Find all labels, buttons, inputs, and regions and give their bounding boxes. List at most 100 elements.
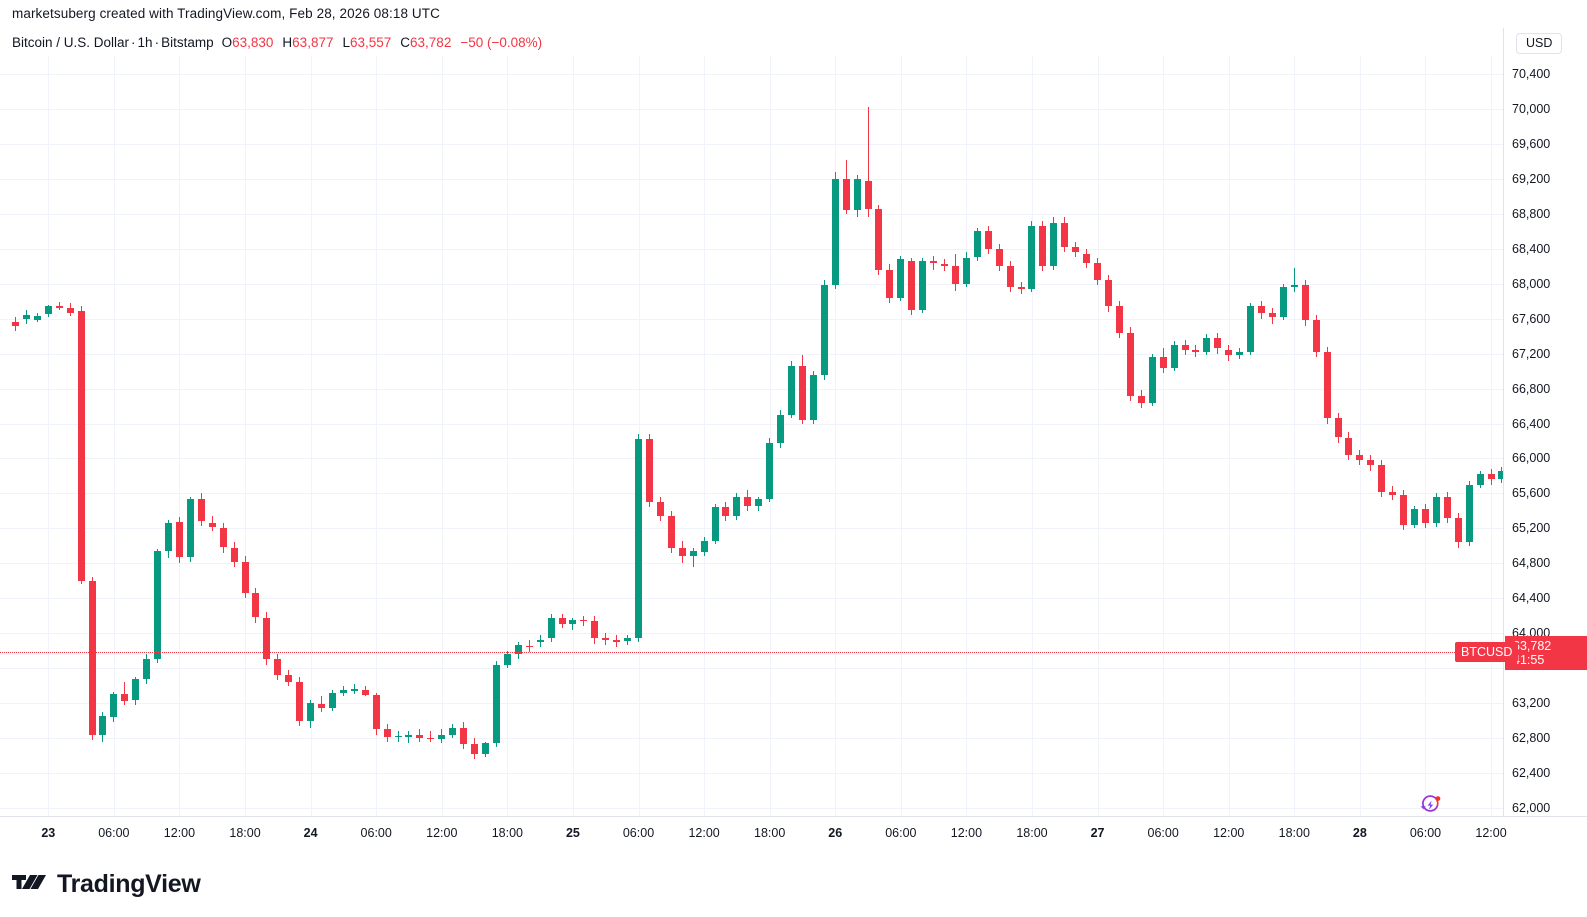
candle-body [372,695,380,730]
time-axis-label: 18:00 [491,826,523,840]
price-axis-label: 65,200 [1512,521,1551,536]
gridline-vertical [245,56,247,816]
candle-body [831,178,839,286]
legend-high: H63,877 [282,35,333,50]
legend-separator-2: · [154,34,160,50]
time-axis-label: 18:00 [1278,826,1310,840]
gridline-vertical [1294,56,1296,816]
candle-body [1432,496,1440,524]
candle-body [252,593,260,618]
time-axis-label: 23 [41,826,56,840]
gridline-vertical [572,56,574,816]
legend-close-value: 63,782 [410,34,452,50]
candle-body [1487,474,1495,480]
gridline-horizontal [0,668,1503,670]
candle-body [1367,460,1375,466]
currency-badge[interactable]: USD [1516,33,1563,54]
candle-body [1126,332,1134,396]
price-axis[interactable]: USD 70,400 70,000 69,600 69,200 68,800 68,400… [1503,28,1587,816]
candle-body [1039,226,1047,267]
candle-wick [692,547,694,567]
time-axis-label: 27 [1090,826,1105,840]
candle-body [1334,418,1342,438]
time-axis-label: 12:00 [1475,826,1507,840]
gridline-horizontal [0,178,1503,180]
gridline-vertical [179,56,181,816]
candle-body [285,675,293,683]
candle-body [613,640,621,642]
gridline-vertical [48,56,50,816]
candle-body [1006,266,1014,288]
candle-body [536,640,544,642]
tradingview-mark-icon [12,875,46,889]
price-axis-label: 64,800 [1512,556,1551,571]
gridline-horizontal [0,493,1503,495]
time-axis-label: 12:00 [163,826,196,840]
candle-body [645,439,653,503]
candle-body [853,178,861,211]
candle-body [1454,517,1462,543]
time-axis-label: 06:00 [1147,826,1179,840]
candle-body [1061,222,1069,247]
legend-close-key: C [400,34,411,50]
candle-body [820,285,828,375]
candle-body [1498,470,1503,480]
candle-body [503,654,511,665]
price-axis-label: 68,800 [1512,206,1551,221]
candle-wick [933,255,935,270]
time-axis-label: 18:00 [229,826,261,840]
gridline-vertical [638,56,640,816]
candle-body [766,442,774,499]
candle-body [22,315,30,319]
legend-symbol-name[interactable]: Bitcoin / U.S. Dollar [12,34,130,50]
candle-body [908,260,916,310]
candle-body [864,180,872,209]
candle-body [1094,262,1102,281]
candle-body [547,617,555,639]
candle-body [318,704,326,708]
time-axis-label: 06:00 [885,826,917,840]
gridline-horizontal [0,283,1503,285]
time-axis-label: 26 [828,826,843,840]
gridline-vertical [835,56,837,816]
candle-body [962,257,970,284]
time-axis-label: 24 [303,826,318,840]
candle-body [263,617,271,660]
gridline-vertical [704,56,706,816]
gridline-vertical [1097,56,1099,816]
gridline-vertical [310,56,312,816]
candle-body [1192,350,1200,352]
candle-body [1400,495,1408,525]
candle-body [1421,509,1429,524]
legend-interval[interactable]: 1h [137,34,153,50]
candle-body [1115,306,1123,333]
gridline-vertical [1228,56,1230,816]
bar-countdown: 41:55 [1513,653,1545,668]
price-axis-label: 70,400 [1512,67,1551,81]
candle-body [984,231,992,249]
price-axis-label: 67,600 [1512,311,1551,326]
time-axis-label: 06:00 [98,826,130,840]
gridline-horizontal [0,703,1503,705]
candle-body [525,646,533,648]
legend-low: L63,557 [342,35,391,50]
tradingview-logo-text: TradingView [57,869,201,898]
tradingview-logo[interactable]: TradingView [12,870,201,899]
gridline-vertical [966,56,968,816]
candle-body [460,728,468,745]
chart-plot-area[interactable] [0,56,1503,816]
lightning-bolt-icon[interactable] [1417,792,1443,818]
candle-body [1159,357,1167,368]
candlestick-series [0,56,1503,816]
time-axis-label: 18:00 [754,826,786,840]
candle-body [656,502,664,517]
candle-body [788,365,796,415]
candle-body [1148,357,1156,403]
footer-bar: TradingView [0,850,1587,917]
candle-wick [528,640,530,653]
legend-exchange: Bitstamp [161,34,214,50]
legend-low-key: L [342,34,350,50]
candle-body [930,260,938,263]
time-axis[interactable]: 23 06:00 12:00 18:00 24 06:00 12:00 18:00 25 06:0… [0,816,1587,850]
gridline-horizontal [0,108,1503,110]
